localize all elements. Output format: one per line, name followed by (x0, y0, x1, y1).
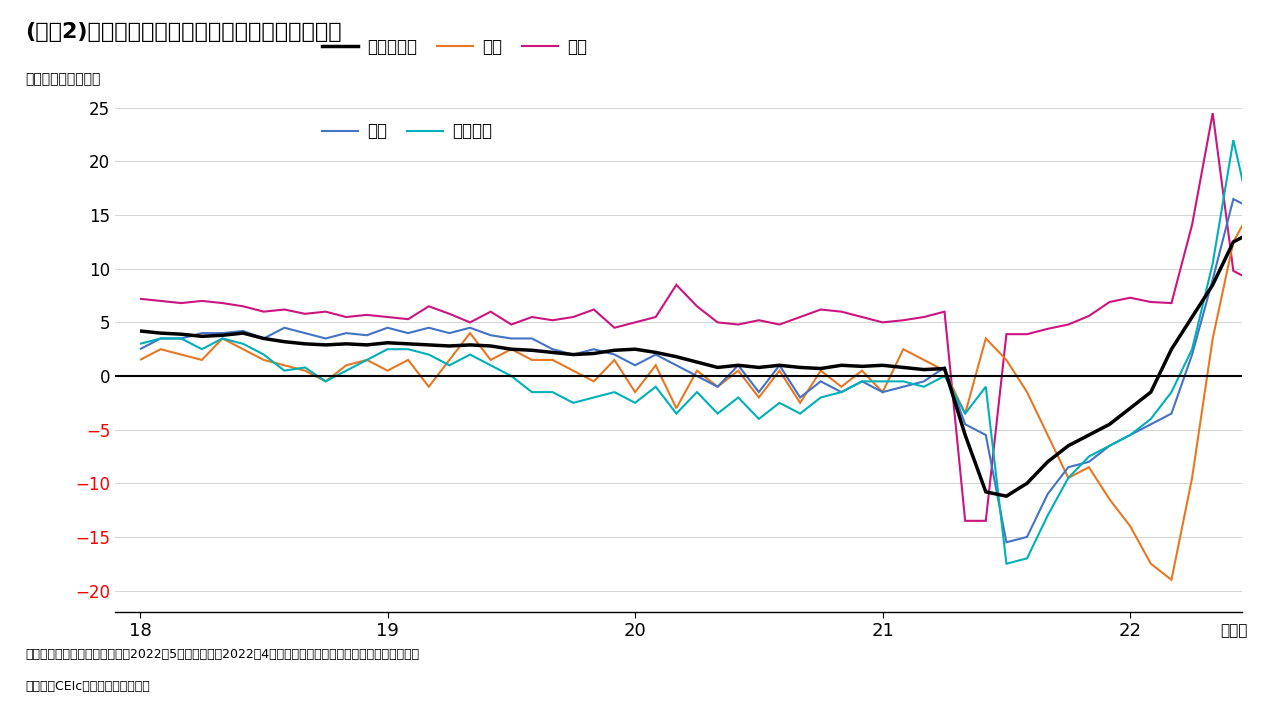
日本 (132, 356, 147, 364)
米国 (1226, 194, 1242, 203)
中国 (152, 297, 168, 305)
米国 (998, 538, 1014, 546)
ユーロ圈 (978, 382, 993, 391)
日本 (1164, 575, 1179, 584)
米国 (896, 382, 911, 391)
中国 (957, 516, 973, 525)
中国 (896, 316, 911, 325)
米国 (978, 431, 993, 439)
Text: （出所）CEIcよりインベスコ作成: （出所）CEIcよりインベスコ作成 (26, 680, 150, 693)
中国 (998, 330, 1014, 338)
ユーロ圈 (132, 340, 147, 348)
Line: 中国: 中国 (140, 113, 1280, 521)
Text: （年）: （年） (1221, 623, 1248, 638)
米国 (236, 327, 251, 336)
米国 (152, 334, 168, 343)
Line: ユーロ圈: ユーロ圈 (140, 140, 1280, 564)
主要地域計 (998, 492, 1014, 500)
日本 (236, 345, 251, 354)
Text: (図表2)　主要国・地域における鉱工業生産の動き: (図表2) 主要国・地域における鉱工業生産の動き (26, 22, 342, 42)
中国 (132, 294, 147, 303)
Text: （注）直近は、米国と中国のみ2022年5月。その他は2022年4月。見やすさのため、縦軸を限定している。: （注）直近は、米国と中国のみ2022年5月。その他は2022年4月。見やすさのた… (26, 648, 420, 661)
Legend: 米国, ユーロ圈: 米国, ユーロ圈 (315, 116, 498, 147)
ユーロ圈 (896, 377, 911, 386)
日本 (978, 334, 993, 343)
ユーロ圈 (152, 334, 168, 343)
主要地域計 (896, 363, 911, 372)
Text: （前年同月比、％）: （前年同月比、％） (26, 72, 101, 86)
Line: 米国: 米国 (140, 199, 1280, 542)
日本 (1267, 125, 1280, 134)
主要地域計 (1267, 189, 1280, 198)
中国 (1204, 109, 1220, 117)
主要地域計 (132, 327, 147, 336)
ユーロ圈 (1226, 135, 1242, 144)
主要地域計 (978, 487, 993, 496)
日本 (896, 345, 911, 354)
米国 (132, 345, 147, 354)
日本 (152, 345, 168, 354)
ユーロ圈 (236, 340, 251, 348)
Line: 日本: 日本 (140, 130, 1280, 580)
主要地域計 (152, 329, 168, 338)
ユーロ圈 (998, 559, 1014, 568)
主要地域計 (236, 329, 251, 338)
Line: 主要地域計: 主要地域計 (140, 194, 1280, 496)
中国 (236, 302, 251, 310)
